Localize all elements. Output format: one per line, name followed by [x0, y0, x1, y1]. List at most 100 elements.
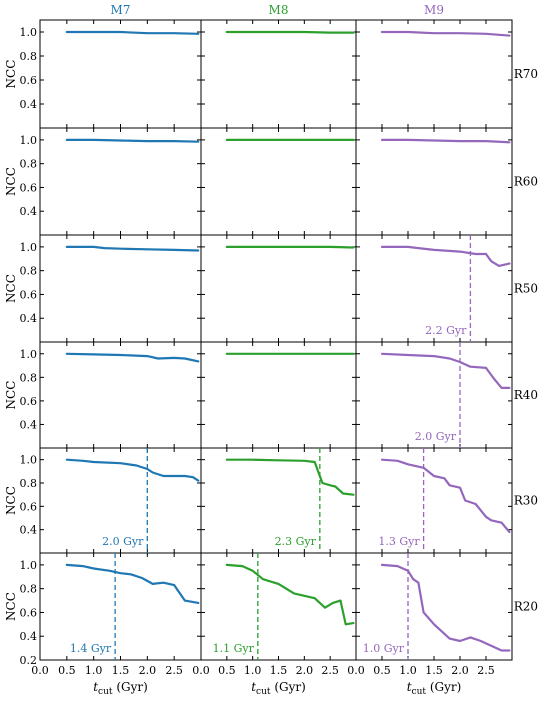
series-line-r60-m9 — [380, 138, 511, 144]
cutoff-label-r50-m9: 2.2 Gyr — [425, 324, 467, 337]
cutoff-label-r30-m7: 2.0 Gyr — [102, 535, 144, 548]
series-line-r60-m7 — [65, 138, 200, 143]
row-label-r50: R50 — [514, 282, 538, 296]
y-tick-label: 1.0 — [20, 454, 38, 467]
x-tick-label: 2.5 — [165, 664, 183, 677]
y-tick-label: 1.0 — [20, 134, 38, 147]
cutoff-label-r20-m9: 1.0 Gyr — [363, 642, 405, 655]
x-axis-label: tcut (Gyr) — [93, 680, 148, 697]
x-tick-label: 1.5 — [425, 664, 443, 677]
y-tick-label: 0.8 — [20, 583, 38, 596]
series-line-r20-m8 — [225, 563, 355, 626]
series-line-r30-m7 — [65, 458, 200, 482]
y-tick-label: 0.4 — [20, 312, 38, 325]
y-tick-label: 0.6 — [20, 395, 38, 408]
series-line-r70-m7 — [65, 30, 200, 35]
y-tick-label: 1.0 — [20, 26, 38, 39]
cutoff-label-r30-m9: 1.3 Gyr — [378, 535, 420, 548]
panel-frame-r60-m8 — [200, 127, 357, 236]
column-title-m9: M9 — [424, 3, 444, 17]
panel-frame-r50-m8 — [200, 234, 357, 343]
x-axis-label-symbol: t — [251, 680, 256, 694]
x-tick-label: 0.5 — [218, 664, 236, 677]
series-line-r70-m8 — [225, 30, 355, 34]
series-line-r30-m8 — [225, 458, 355, 496]
y-tick-label: 1.0 — [20, 241, 38, 254]
series-line-r40-m9 — [380, 352, 511, 389]
x-tick-label: 0.5 — [373, 664, 391, 677]
x-tick-label: 1.5 — [112, 664, 130, 677]
cutoff-label-r20-m8: 1.1 Gyr — [213, 642, 255, 655]
y-tick-label: 0.4 — [20, 98, 38, 111]
row-label-r40: R40 — [514, 388, 538, 402]
panel-frame-r60-m7 — [39, 127, 202, 236]
cutoff-label-r40-m9: 2.0 Gyr — [415, 430, 457, 443]
cutoff-label-r20-m7: 1.4 Gyr — [70, 642, 112, 655]
x-tick-label: 2.0 — [296, 664, 314, 677]
x-tick-label: 1.0 — [399, 664, 417, 677]
x-tick-label: 2.5 — [477, 664, 495, 677]
y-axis-label: NCC — [4, 486, 18, 515]
row-label-r30: R30 — [514, 494, 538, 508]
row-label-r70: R70 — [514, 67, 538, 81]
series-line-r20-m7 — [65, 563, 200, 605]
x-axis-label-unit: (Gyr) — [271, 680, 306, 694]
x-axis-label-unit: (Gyr) — [426, 680, 461, 694]
panel-frame-r40-m8 — [200, 341, 357, 449]
x-axis-label-symbol: t — [407, 680, 412, 694]
row-label-r60: R60 — [514, 175, 538, 189]
series-line-r50-m8 — [225, 245, 355, 249]
x-tick-label: 0.0 — [31, 664, 49, 677]
y-tick-label: 0.6 — [20, 181, 38, 194]
panel-frame-r20-m7 — [39, 552, 202, 661]
x-tick-label: 0.0 — [192, 664, 210, 677]
series-line-r50-m7 — [65, 245, 200, 252]
y-tick-label: 0.8 — [20, 265, 38, 278]
y-tick-label: 0.6 — [20, 288, 38, 301]
y-tick-label: 0.4 — [20, 205, 38, 218]
series-line-r70-m9 — [380, 30, 511, 37]
y-tick-label: 0.4 — [20, 524, 38, 537]
column-title-m8: M8 — [269, 3, 289, 17]
y-tick-label: 1.0 — [20, 559, 38, 572]
y-tick-label: 0.4 — [20, 418, 38, 431]
column-title-m7: M7 — [111, 3, 131, 17]
y-axis-label: NCC — [4, 167, 18, 196]
y-axis-label: NCC — [4, 274, 18, 303]
series-line-r30-m9 — [380, 458, 511, 534]
y-tick-label: 0.6 — [20, 500, 38, 513]
y-axis-label: NCC — [4, 381, 18, 410]
y-tick-label: 0.8 — [20, 371, 38, 384]
x-tick-label: 0.5 — [58, 664, 76, 677]
x-axis-label-subscript: cut — [412, 687, 427, 697]
panel-frame-r70-m9 — [355, 19, 513, 129]
panel-frame-r70-m7 — [39, 19, 202, 129]
panel-frame-r60-m9 — [355, 127, 513, 236]
y-tick-label: 0.8 — [20, 158, 38, 171]
series-line-r50-m9 — [380, 245, 511, 267]
series-line-r40-m7 — [65, 352, 200, 363]
x-tick-label: 1.0 — [244, 664, 262, 677]
x-tick-label: 2.5 — [321, 664, 339, 677]
x-axis-label-subscript: cut — [256, 687, 271, 697]
y-tick-label: 0.6 — [20, 74, 38, 87]
cutoff-label-r30-m8: 2.3 Gyr — [275, 535, 317, 548]
x-axis-label-subscript: cut — [98, 687, 113, 697]
x-tick-label: 2.0 — [451, 664, 469, 677]
x-axis-label: tcut (Gyr) — [251, 680, 306, 697]
y-tick-label: 0.4 — [20, 630, 38, 643]
x-axis-label: tcut (Gyr) — [407, 680, 462, 697]
row-label-r20: R20 — [514, 600, 538, 614]
x-axis-label-symbol: t — [93, 680, 98, 694]
y-tick-label: 1.0 — [20, 348, 38, 361]
x-tick-label: 1.5 — [270, 664, 288, 677]
x-tick-label: 2.0 — [139, 664, 157, 677]
x-axis-label-unit: (Gyr) — [113, 680, 148, 694]
y-tick-label: 0.6 — [20, 606, 38, 619]
y-tick-label: 0.8 — [20, 50, 38, 63]
x-tick-label: 1.0 — [85, 664, 103, 677]
series-line-r20-m9 — [380, 563, 511, 652]
y-tick-label: 0.2 — [20, 654, 38, 667]
y-axis-label: NCC — [4, 60, 18, 89]
